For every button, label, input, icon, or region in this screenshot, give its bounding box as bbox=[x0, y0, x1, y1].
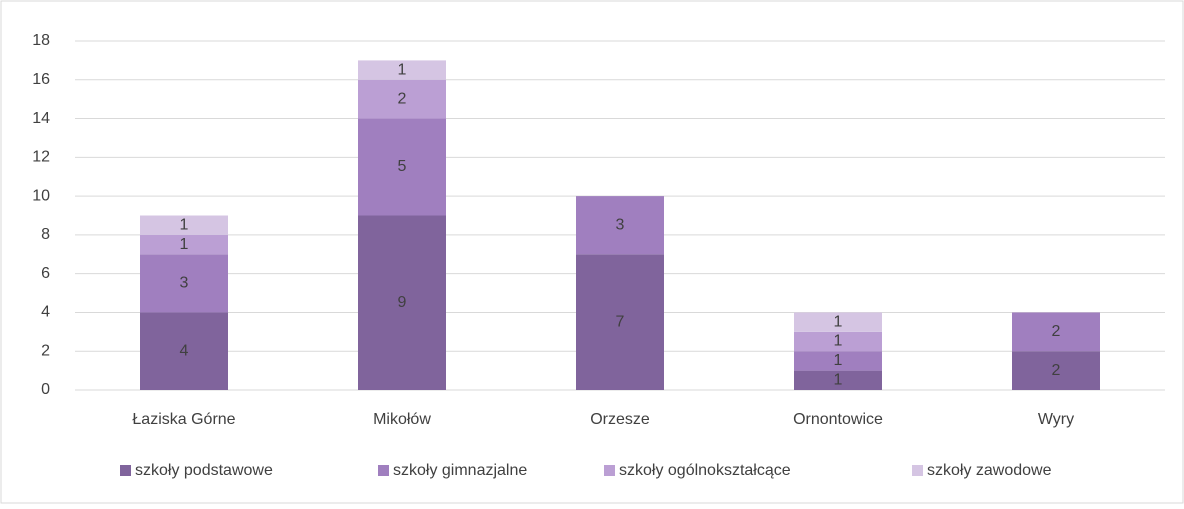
bar-segment bbox=[358, 118, 446, 216]
legend-swatch bbox=[604, 465, 615, 476]
bar-segment bbox=[576, 196, 664, 255]
x-tick-label: Wyry bbox=[1038, 411, 1074, 428]
bar-segment bbox=[358, 60, 446, 80]
data-label: 1 bbox=[834, 333, 843, 350]
bar-segment bbox=[1012, 351, 1100, 390]
x-tick-label: Ornontowice bbox=[793, 411, 883, 428]
y-tick-label: 10 bbox=[32, 187, 50, 204]
legend-label: szkoły ogólnokształcące bbox=[619, 462, 791, 479]
x-tick-label: Mikołów bbox=[373, 411, 431, 428]
bar-segment bbox=[576, 254, 664, 390]
data-label: 7 bbox=[616, 313, 625, 330]
legend-swatch bbox=[378, 465, 389, 476]
data-label: 2 bbox=[1052, 362, 1061, 379]
bar-segment bbox=[140, 234, 228, 255]
data-label: 9 bbox=[398, 294, 407, 311]
x-tick-label: Łaziska Górne bbox=[132, 411, 235, 428]
y-tick-label: 18 bbox=[32, 32, 50, 49]
data-label: 1 bbox=[398, 61, 407, 78]
bar-segment bbox=[358, 215, 446, 390]
data-label: 1 bbox=[834, 313, 843, 330]
x-tick-label: Orzesze bbox=[590, 411, 650, 428]
y-tick-label: 4 bbox=[41, 304, 50, 321]
legend-swatch bbox=[120, 465, 131, 476]
bar-segment bbox=[140, 254, 228, 313]
data-label: 1 bbox=[834, 372, 843, 389]
data-label: 1 bbox=[180, 216, 189, 233]
data-label: 4 bbox=[180, 342, 189, 359]
bar-segment bbox=[140, 215, 228, 235]
bar-segment bbox=[794, 312, 882, 332]
legend-label: szkoły podstawowe bbox=[135, 462, 273, 479]
bar-segment bbox=[794, 351, 882, 371]
data-label: 1 bbox=[834, 352, 843, 369]
bar-segment bbox=[794, 370, 882, 390]
y-tick-label: 12 bbox=[32, 149, 50, 166]
y-tick-label: 2 bbox=[41, 342, 50, 359]
bar-segment bbox=[794, 331, 882, 352]
y-tick-label: 6 bbox=[41, 265, 50, 282]
y-tick-label: 0 bbox=[41, 381, 50, 398]
legend-swatch bbox=[912, 465, 923, 476]
bar-segment bbox=[140, 312, 228, 390]
data-label: 1 bbox=[180, 236, 189, 253]
bar-segment bbox=[1012, 312, 1100, 352]
legend-label: szkoły zawodowe bbox=[927, 462, 1052, 479]
bar-segment bbox=[358, 79, 446, 119]
data-label: 2 bbox=[1052, 323, 1061, 340]
legend-label: szkoły gimnazjalne bbox=[393, 462, 527, 479]
data-label: 5 bbox=[398, 158, 407, 175]
y-tick-label: 14 bbox=[32, 110, 50, 127]
data-label: 3 bbox=[616, 216, 625, 233]
y-tick-label: 8 bbox=[41, 226, 50, 243]
data-label: 3 bbox=[180, 275, 189, 292]
y-tick-label: 16 bbox=[32, 71, 50, 88]
data-label: 2 bbox=[398, 90, 407, 107]
